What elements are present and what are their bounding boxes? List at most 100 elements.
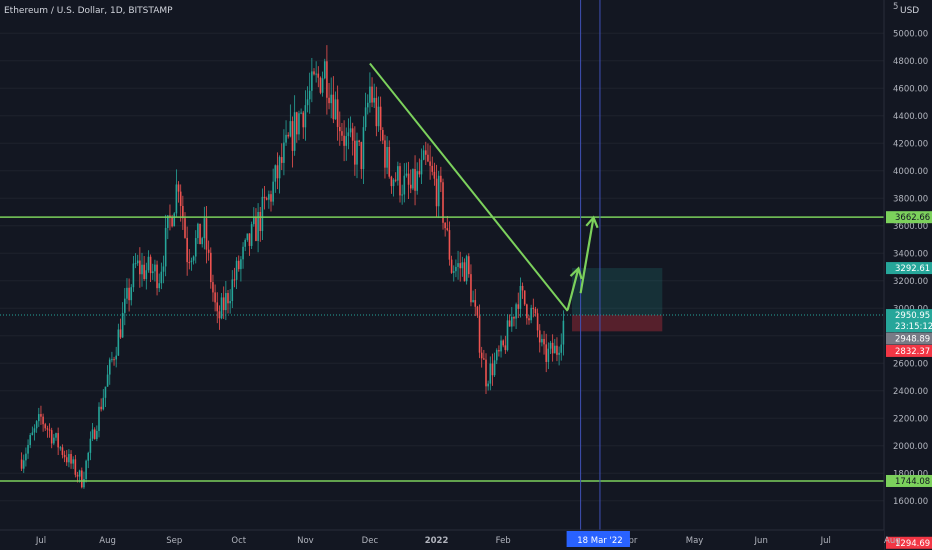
- candle-body: [334, 99, 337, 120]
- candle-body: [272, 181, 274, 202]
- price-badge-label: 2950.95: [895, 311, 930, 321]
- candle-body: [345, 136, 348, 146]
- candle-body: [323, 61, 326, 79]
- price-badge-label: 1294.69: [895, 539, 930, 549]
- candle-body: [515, 304, 517, 319]
- arrow-head[interactable]: [569, 266, 583, 280]
- time-tick-label: Aug: [884, 536, 901, 546]
- candle-body: [386, 146, 388, 168]
- candle-body: [440, 175, 442, 183]
- candle-body: [145, 270, 148, 280]
- time-tick-label: Jun: [754, 536, 768, 546]
- candle-body: [519, 285, 522, 309]
- candle-body: [332, 94, 335, 120]
- symbol-title[interactable]: Ethereum / U.S. Dollar, 1D, BITSTAMP: [4, 6, 173, 16]
- candle-body: [493, 360, 496, 376]
- candle-body: [132, 263, 135, 288]
- arrow-head[interactable]: [585, 215, 599, 229]
- candle-body: [446, 228, 449, 231]
- candle-body: [463, 262, 466, 282]
- candle-body: [270, 194, 272, 202]
- candle-body: [72, 459, 74, 464]
- candle-body: [382, 130, 384, 141]
- candle-body: [371, 86, 373, 103]
- arrow-shaft[interactable]: [579, 217, 595, 294]
- candle-body: [162, 266, 165, 272]
- candle-body: [139, 260, 141, 275]
- candle-body: [190, 260, 193, 263]
- candle-body: [78, 470, 81, 477]
- time-tick-label: Apr: [623, 536, 638, 546]
- candle-body: [304, 105, 307, 128]
- candle-body: [121, 312, 124, 338]
- candle-body: [50, 430, 53, 444]
- candle-body: [431, 165, 434, 172]
- trendline[interactable]: [369, 62, 569, 312]
- candle-body: [495, 350, 498, 361]
- candle-body: [156, 264, 158, 289]
- candle-body: [227, 293, 229, 304]
- candle-body: [356, 140, 358, 165]
- price-badge-label: 3662.66: [895, 213, 930, 223]
- candle-body: [384, 140, 386, 168]
- candle-body: [61, 447, 64, 455]
- candle-body: [521, 285, 524, 291]
- time-tick-label: Oct: [231, 536, 246, 546]
- candle-body: [276, 165, 279, 179]
- candle-body: [283, 142, 285, 163]
- candle-body: [300, 112, 302, 114]
- crosshair-lines: [580, 0, 601, 530]
- candle-body: [124, 298, 126, 313]
- candle-body: [173, 213, 176, 227]
- price-tick-label: 2000.00: [893, 442, 928, 452]
- candle-body: [147, 256, 150, 271]
- price-axis[interactable]: [884, 0, 932, 550]
- candle-body: [106, 374, 109, 387]
- price-tick-label: 4600.00: [893, 84, 928, 94]
- candle-body: [231, 279, 234, 302]
- candle-body: [489, 363, 492, 384]
- position-target-zone[interactable]: [572, 268, 663, 316]
- candle-body: [480, 352, 483, 359]
- candle-body: [511, 316, 513, 327]
- candle-body: [558, 352, 560, 355]
- candle-body: [425, 150, 427, 155]
- candle-body: [326, 61, 328, 98]
- candle-body: [375, 97, 378, 127]
- candle-body: [388, 146, 391, 177]
- date-badge: [569, 531, 630, 547]
- candle-body: [100, 406, 102, 410]
- candle-body: [330, 94, 332, 104]
- candle-body: [478, 315, 481, 353]
- candle-body: [280, 157, 283, 163]
- candle-body: [364, 107, 367, 128]
- candle-body: [448, 230, 451, 260]
- candle-body: [498, 350, 500, 352]
- position-stop-zone[interactable]: [572, 315, 663, 332]
- candle-body: [354, 140, 356, 165]
- candle-body: [554, 345, 556, 354]
- price-badge: [886, 309, 932, 322]
- arrows[interactable]: [566, 215, 599, 310]
- candle-body: [433, 171, 436, 179]
- price-badge: [886, 344, 932, 357]
- candle-body: [528, 318, 530, 321]
- currency-label[interactable]: USD: [900, 6, 920, 16]
- time-axis[interactable]: [0, 530, 884, 550]
- candle-body: [91, 429, 94, 439]
- candle-body: [543, 338, 545, 345]
- candle-body: [536, 313, 539, 331]
- candle-body: [532, 307, 535, 310]
- price-tick-label: 4800.00: [893, 57, 928, 67]
- candle-body: [491, 363, 494, 376]
- candle-body: [167, 215, 169, 228]
- candle-body: [545, 344, 547, 362]
- candle-body: [358, 140, 360, 143]
- candle-body: [315, 73, 317, 75]
- price-tick-label: 4200.00: [893, 139, 928, 149]
- arrow-shaft[interactable]: [566, 268, 580, 310]
- price-badge: [886, 332, 932, 345]
- price-badge-label: 23:15:12: [895, 322, 932, 332]
